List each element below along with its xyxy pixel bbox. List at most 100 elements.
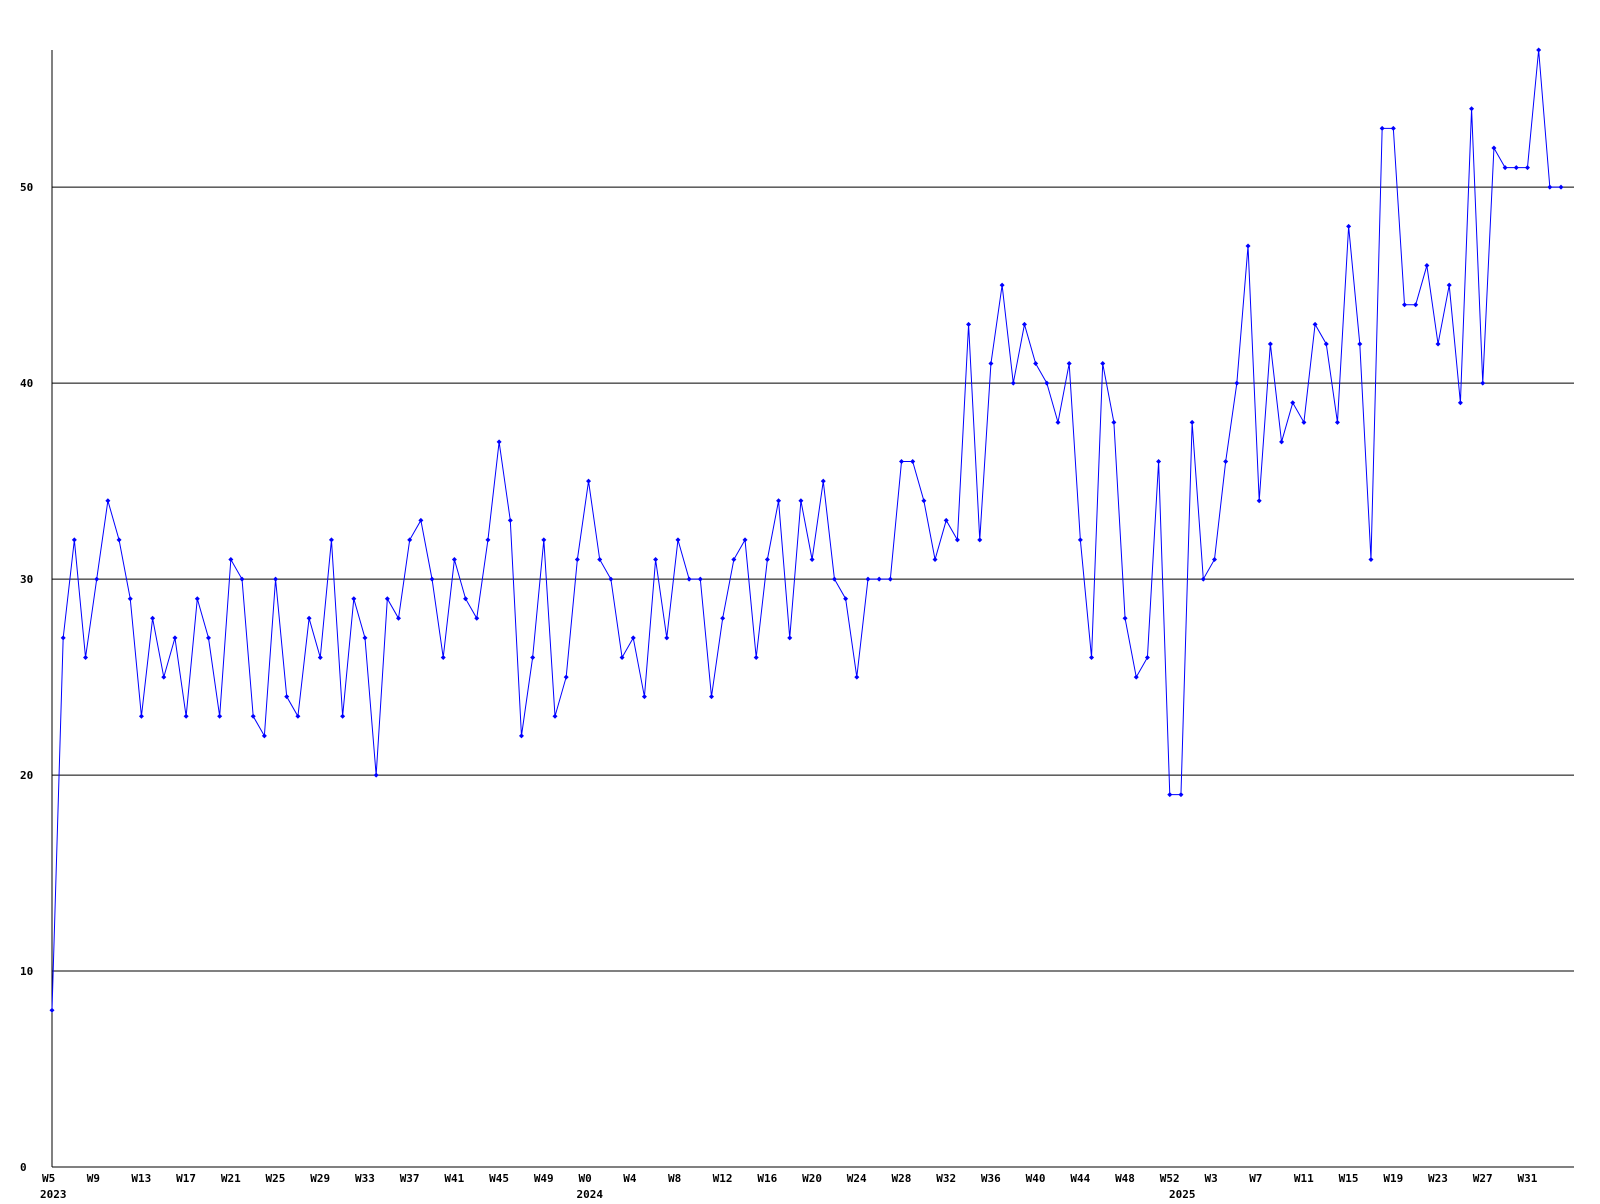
point-marker (463, 596, 469, 602)
point-marker (1279, 439, 1285, 445)
point-marker (552, 713, 558, 719)
y-tick-label: 10 (20, 965, 33, 978)
point-marker (586, 478, 592, 484)
point-marker (317, 654, 323, 660)
point-marker (1547, 184, 1553, 190)
x-tick-label: W40 (1026, 1172, 1046, 1185)
point-marker (396, 615, 402, 621)
x-tick-label: W52 (1160, 1172, 1180, 1185)
point-marker (1435, 341, 1441, 347)
point-marker (1446, 282, 1452, 288)
x-year-label: 2025 (1169, 1188, 1196, 1200)
point-marker (1402, 302, 1408, 308)
x-tick-label: W4 (623, 1172, 637, 1185)
point-marker (708, 694, 714, 700)
x-tick-label: W32 (936, 1172, 956, 1185)
point-marker (1111, 419, 1117, 425)
y-tick-label: 50 (20, 181, 33, 194)
point-marker (284, 694, 290, 700)
point-marker (1536, 47, 1542, 53)
point-marker (71, 537, 77, 543)
point-marker (1100, 361, 1106, 367)
point-marker (127, 596, 133, 602)
point-marker (451, 557, 457, 563)
x-tick-label: W20 (802, 1172, 822, 1185)
x-year-label: 2023 (40, 1188, 67, 1200)
point-marker (809, 557, 815, 563)
point-marker (94, 576, 100, 582)
point-marker (854, 674, 860, 680)
x-tick-label: W48 (1115, 1172, 1135, 1185)
point-marker (1089, 654, 1095, 660)
point-marker (1524, 165, 1530, 171)
point-marker (541, 537, 547, 543)
point-marker (295, 713, 301, 719)
x-tick-label: W24 (847, 1172, 867, 1185)
point-marker (239, 576, 245, 582)
point-marker (440, 654, 446, 660)
x-tick-label: W29 (310, 1172, 330, 1185)
point-marker (496, 439, 502, 445)
point-marker (865, 576, 871, 582)
point-marker (1211, 557, 1217, 563)
point-marker (384, 596, 390, 602)
point-marker (1424, 263, 1430, 269)
point-marker (150, 615, 156, 621)
point-marker (172, 635, 178, 641)
x-tick-label: W23 (1428, 1172, 1448, 1185)
x-tick-label: W9 (87, 1172, 100, 1185)
y-tick-label: 0 (20, 1161, 27, 1174)
point-marker (328, 537, 334, 543)
point-marker (1144, 654, 1150, 660)
x-tick-label: W15 (1339, 1172, 1359, 1185)
point-marker (932, 557, 938, 563)
x-tick-label: W3 (1204, 1172, 1217, 1185)
x-tick-label: W21 (221, 1172, 241, 1185)
point-marker (261, 733, 267, 739)
point-marker (1223, 459, 1229, 465)
point-marker (619, 654, 625, 660)
point-marker (910, 459, 916, 465)
point-marker (205, 635, 211, 641)
point-marker (720, 615, 726, 621)
point-marker (1368, 557, 1374, 563)
point-marker (764, 557, 770, 563)
point-marker (228, 557, 234, 563)
point-marker (161, 674, 167, 680)
x-tick-label: W49 (534, 1172, 554, 1185)
point-marker (597, 557, 603, 563)
point-marker (1346, 223, 1352, 229)
y-tick-label: 40 (20, 377, 33, 390)
point-marker (1044, 380, 1050, 386)
point-marker (1513, 165, 1519, 171)
point-marker (1156, 459, 1162, 465)
point-marker (608, 576, 614, 582)
point-marker (731, 557, 737, 563)
point-marker (474, 615, 480, 621)
point-marker (1122, 615, 1128, 621)
x-year-label: 2024 (577, 1188, 604, 1200)
point-marker (1033, 361, 1039, 367)
point-marker (1178, 792, 1184, 798)
point-marker (1234, 380, 1240, 386)
point-marker (116, 537, 122, 543)
point-marker (1200, 576, 1206, 582)
point-marker (105, 498, 111, 504)
point-marker (1312, 321, 1318, 327)
point-marker (843, 596, 849, 602)
x-tick-label: W44 (1070, 1172, 1090, 1185)
point-marker (194, 596, 200, 602)
point-marker (273, 576, 279, 582)
point-marker (921, 498, 927, 504)
point-marker (1245, 243, 1251, 249)
point-marker (563, 674, 569, 680)
point-marker (1021, 321, 1027, 327)
point-marker (138, 713, 144, 719)
point-marker (518, 733, 524, 739)
x-tick-label: W11 (1294, 1172, 1314, 1185)
point-marker (820, 478, 826, 484)
point-marker (831, 576, 837, 582)
point-marker (362, 635, 368, 641)
point-marker (1066, 361, 1072, 367)
